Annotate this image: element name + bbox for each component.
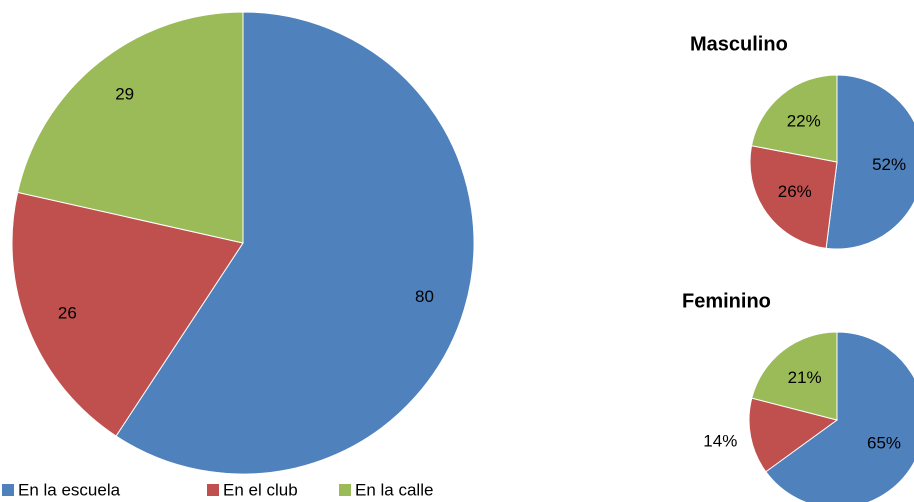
pie-slice: [825, 74, 914, 250]
legend-label: En la escuela: [18, 480, 121, 499]
chart-title: Masculino: [690, 33, 788, 55]
pie-slice: [748, 397, 839, 473]
pie-slice: [11, 191, 244, 437]
legend-swatch: [339, 484, 351, 496]
data-label: 29: [115, 85, 134, 104]
data-label: 80: [415, 287, 434, 306]
pie-slice: [750, 74, 838, 163]
data-label: 22%: [787, 111, 821, 130]
legend-swatch: [207, 484, 219, 496]
legend-label: En la calle: [355, 480, 433, 499]
pie-slice: [751, 331, 838, 421]
legend-swatch: [2, 484, 14, 496]
pie-slice: [17, 11, 244, 244]
data-label: 14%: [703, 432, 737, 451]
data-label: 21%: [788, 368, 822, 387]
chart-title: Feminino: [682, 290, 771, 312]
data-label: 52%: [872, 155, 906, 174]
pie-slice: [115, 11, 475, 475]
data-label: 26%: [778, 182, 812, 201]
legend-label: En el club: [223, 480, 298, 499]
pie-slice: [749, 145, 838, 249]
data-label: 26: [58, 303, 77, 322]
data-label: 65%: [867, 433, 901, 452]
